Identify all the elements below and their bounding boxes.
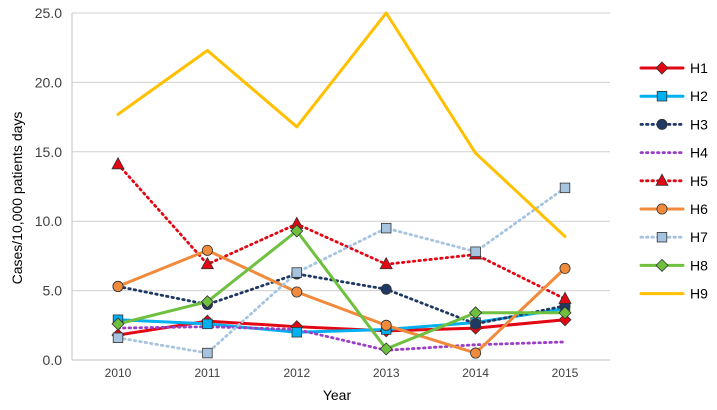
point-marker bbox=[200, 256, 215, 270]
legend-label: H1 bbox=[690, 60, 708, 76]
point-marker bbox=[291, 327, 303, 338]
x-tick-labels: 2010 2011 2012 2013 2014 2015 bbox=[105, 366, 579, 380]
point-marker bbox=[470, 246, 481, 257]
y-tick-label: 0.0 bbox=[43, 352, 63, 368]
point-marker bbox=[559, 262, 571, 274]
point-marker bbox=[291, 286, 303, 298]
point-marker bbox=[202, 347, 213, 359]
series-markers bbox=[111, 156, 572, 359]
axes bbox=[71, 13, 610, 361]
series-line-h3 bbox=[116, 272, 567, 326]
point-marker bbox=[655, 61, 669, 75]
y-tick-labels: 0.0 5.0 10.0 15.0 20.0 25.0 bbox=[35, 5, 62, 368]
point-marker bbox=[112, 332, 124, 343]
legend: H1 H2 H3 H4 H5 H6 H7 H8 H9 bbox=[639, 60, 708, 302]
point-marker bbox=[558, 291, 572, 304]
legend-label: H3 bbox=[690, 116, 708, 132]
legend-label: H8 bbox=[690, 257, 708, 273]
y-tick-label: 5.0 bbox=[43, 283, 63, 299]
series-lines bbox=[116, 11, 567, 355]
point-marker bbox=[111, 317, 125, 331]
point-marker bbox=[201, 244, 213, 256]
point-marker bbox=[290, 224, 304, 238]
legend-entry-h1: H1 bbox=[639, 60, 708, 76]
point-marker bbox=[379, 342, 393, 356]
legend-label: H7 bbox=[690, 229, 708, 245]
y-tick-label: 20.0 bbox=[35, 74, 62, 90]
legend-entry-h7: H7 bbox=[639, 229, 708, 245]
series-line-h5 bbox=[116, 162, 567, 301]
legend-entry-h3: H3 bbox=[639, 116, 708, 132]
series-line-h6 bbox=[116, 248, 567, 355]
point-marker bbox=[380, 319, 392, 331]
point-marker bbox=[656, 118, 668, 130]
y-axis-title: Cases/10,000 patients days bbox=[9, 112, 25, 285]
point-marker bbox=[111, 156, 125, 170]
legend-entry-h2: H2 bbox=[639, 88, 708, 104]
legend-label: H6 bbox=[690, 201, 708, 217]
point-marker bbox=[380, 283, 392, 295]
series-line-h8 bbox=[116, 229, 567, 351]
point-marker bbox=[655, 173, 669, 186]
point-marker bbox=[291, 267, 303, 278]
x-tick-label: 2014 bbox=[462, 366, 489, 380]
point-marker bbox=[470, 347, 482, 359]
x-tick-label: 2010 bbox=[105, 366, 132, 380]
legend-label: H2 bbox=[690, 88, 708, 104]
legend-label: H9 bbox=[690, 286, 708, 302]
x-tick-label: 2012 bbox=[283, 366, 310, 380]
point-marker bbox=[200, 295, 214, 309]
point-marker bbox=[469, 306, 483, 320]
point-marker bbox=[656, 91, 668, 102]
point-marker bbox=[558, 306, 572, 320]
x-axis-title: Year bbox=[323, 387, 352, 403]
y-tick-label: 25.0 bbox=[35, 5, 62, 21]
x-tick-label: 2015 bbox=[552, 366, 579, 380]
series-line-h9 bbox=[116, 11, 567, 238]
point-marker bbox=[656, 203, 668, 215]
point-marker bbox=[559, 182, 571, 194]
legend-entry-h4: H4 bbox=[639, 145, 708, 161]
point-marker bbox=[379, 256, 393, 270]
point-marker bbox=[470, 318, 482, 330]
point-marker bbox=[656, 231, 668, 243]
point-marker bbox=[655, 258, 669, 272]
point-marker bbox=[202, 318, 213, 330]
x-tick-label: 2013 bbox=[373, 366, 400, 380]
series-line-h7 bbox=[116, 186, 567, 355]
point-marker bbox=[380, 222, 392, 234]
x-tick-label: 2011 bbox=[194, 366, 220, 380]
legend-entry-h8: H8 bbox=[639, 257, 708, 273]
point-marker bbox=[112, 280, 124, 292]
legend-label: H4 bbox=[690, 145, 708, 161]
series-line-h4 bbox=[116, 325, 567, 352]
point-marker bbox=[558, 313, 572, 327]
y-tick-label: 15.0 bbox=[35, 144, 62, 160]
legend-entry-h6: H6 bbox=[639, 201, 708, 217]
legend-entry-h5: H5 bbox=[639, 173, 708, 189]
y-tick-label: 10.0 bbox=[35, 213, 62, 229]
legend-label: H5 bbox=[690, 173, 708, 189]
legend-entry-h9: H9 bbox=[639, 286, 708, 302]
